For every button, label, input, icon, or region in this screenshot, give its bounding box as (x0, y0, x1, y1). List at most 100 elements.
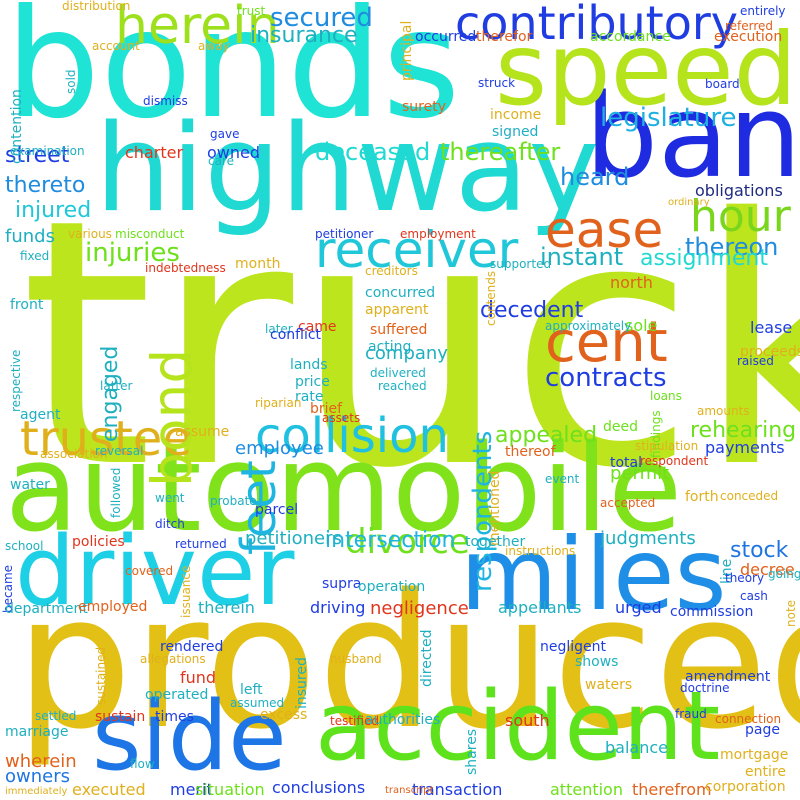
word-ordinary: ordinary (668, 197, 710, 208)
word-negligence: negligence (370, 598, 469, 619)
word-creditors: creditors (365, 264, 418, 278)
word-contracts: contracts (545, 363, 667, 393)
word-rehearing: rehearing (690, 418, 797, 443)
word-immediately: immediately (5, 786, 68, 797)
word-water: water (10, 477, 50, 493)
word-decree: decree (740, 560, 795, 579)
word-attention: attention (550, 780, 623, 799)
word-account: account (92, 39, 140, 53)
word-sold: sold (64, 69, 78, 94)
word-deed: deed (603, 419, 638, 435)
word-amounts: amounts (697, 404, 750, 418)
word-commission: commission (670, 604, 754, 620)
word-rate: rate (295, 389, 324, 405)
word-conflict: conflict (270, 327, 322, 343)
word-ditch: ditch (155, 517, 185, 531)
word-contributory: contributory (455, 0, 738, 50)
word-parcel: parcel (255, 502, 299, 518)
word-contends: contends (484, 270, 498, 326)
word-supra: supra (322, 576, 362, 592)
word-respondent: respondent (640, 454, 709, 468)
word-shares: shares (464, 729, 480, 776)
word-obligations: obligations (695, 181, 783, 200)
word-stipulation: stipulation (635, 439, 699, 453)
word-automobile: automobile (5, 420, 683, 559)
word-contention: contention (9, 89, 25, 164)
word-side: side (92, 682, 287, 792)
word-sole: sole (625, 316, 658, 335)
word-assignment: assignment (640, 246, 768, 271)
word-loans: loans (650, 389, 682, 403)
word-appealed: appealed (495, 423, 598, 448)
word-settled: settled (35, 709, 77, 723)
word-trust: trust (237, 4, 266, 18)
word-fund: fund (180, 668, 217, 687)
word-thereto: thereto (5, 173, 86, 198)
word-total: total (610, 455, 643, 471)
word-therefrom: therefrom (632, 780, 712, 799)
word-probate: probate (210, 494, 257, 508)
word-entire: entire (745, 764, 786, 780)
word-directed: directed (419, 629, 435, 688)
word-injuries: injuries (85, 238, 180, 268)
word-assume: assume (175, 424, 230, 440)
word-various: various (68, 227, 112, 241)
word-trustee: trustee (20, 411, 192, 467)
word-wherein: wherein (5, 751, 77, 772)
word-insured: insured (294, 656, 310, 709)
word-collision: collision (255, 408, 449, 464)
word-principal: principal (399, 20, 415, 81)
word-accepted: accepted (600, 496, 656, 510)
word-marriage: marriage (5, 724, 69, 740)
word-association: association (40, 447, 108, 461)
word-riparian: riparian (255, 396, 302, 410)
word-accident: accident (315, 672, 721, 782)
word-company: company (365, 343, 448, 364)
word-bank: bank (585, 70, 800, 204)
word-referred: referred (725, 19, 774, 33)
word-highway: highway (95, 100, 600, 239)
word-sustained: sustained (94, 646, 108, 705)
word-judgments: judgments (600, 528, 696, 549)
word-allegations: allegations (140, 652, 206, 666)
word-flow: flow (130, 757, 155, 771)
word-proceeds: proceeds (740, 344, 800, 360)
word-speed: speed (495, 11, 798, 128)
word-bond: bond (140, 348, 204, 487)
word-income: income (490, 107, 542, 123)
word-entirely: entirely (740, 4, 786, 18)
word-gave: gave (210, 127, 240, 141)
word-owners: owners (5, 766, 70, 787)
word-truck: truck (20, 147, 800, 543)
word-brief: brief (310, 401, 343, 417)
word-fixed: fixed (20, 249, 50, 263)
word-away: away (198, 39, 230, 53)
word-issuance: issuance (179, 565, 193, 618)
word-board: board (705, 77, 740, 91)
word-mortgage: mortgage (720, 747, 789, 763)
word-theory: theory (725, 571, 765, 585)
word-executed: executed (72, 780, 146, 799)
word-signed: signed (492, 124, 539, 140)
word-note: note (784, 599, 798, 627)
word-delivered: delivered (370, 366, 426, 380)
word-charter: charter (125, 143, 184, 162)
word-lands: lands (290, 357, 328, 373)
word-latter: latter (100, 379, 133, 393)
word-operated: operated (145, 687, 209, 703)
word-page: page (745, 722, 780, 738)
word-suffered: suffered (370, 322, 428, 338)
word-connection: connection (715, 712, 782, 726)
word-deceased: deceased (315, 138, 431, 166)
word-conceded: conceded (720, 489, 779, 503)
word-surety: surety (402, 99, 447, 115)
word-miles: miles (460, 516, 727, 633)
word-accordance: accordance (590, 29, 671, 45)
word-owned: owned (207, 143, 261, 162)
word-intersection: intersection (325, 528, 456, 553)
word-balance: balance (605, 738, 668, 757)
word-herein: herein (115, 0, 280, 56)
word-thereon: thereon (685, 233, 779, 261)
word-event: event (545, 472, 580, 486)
